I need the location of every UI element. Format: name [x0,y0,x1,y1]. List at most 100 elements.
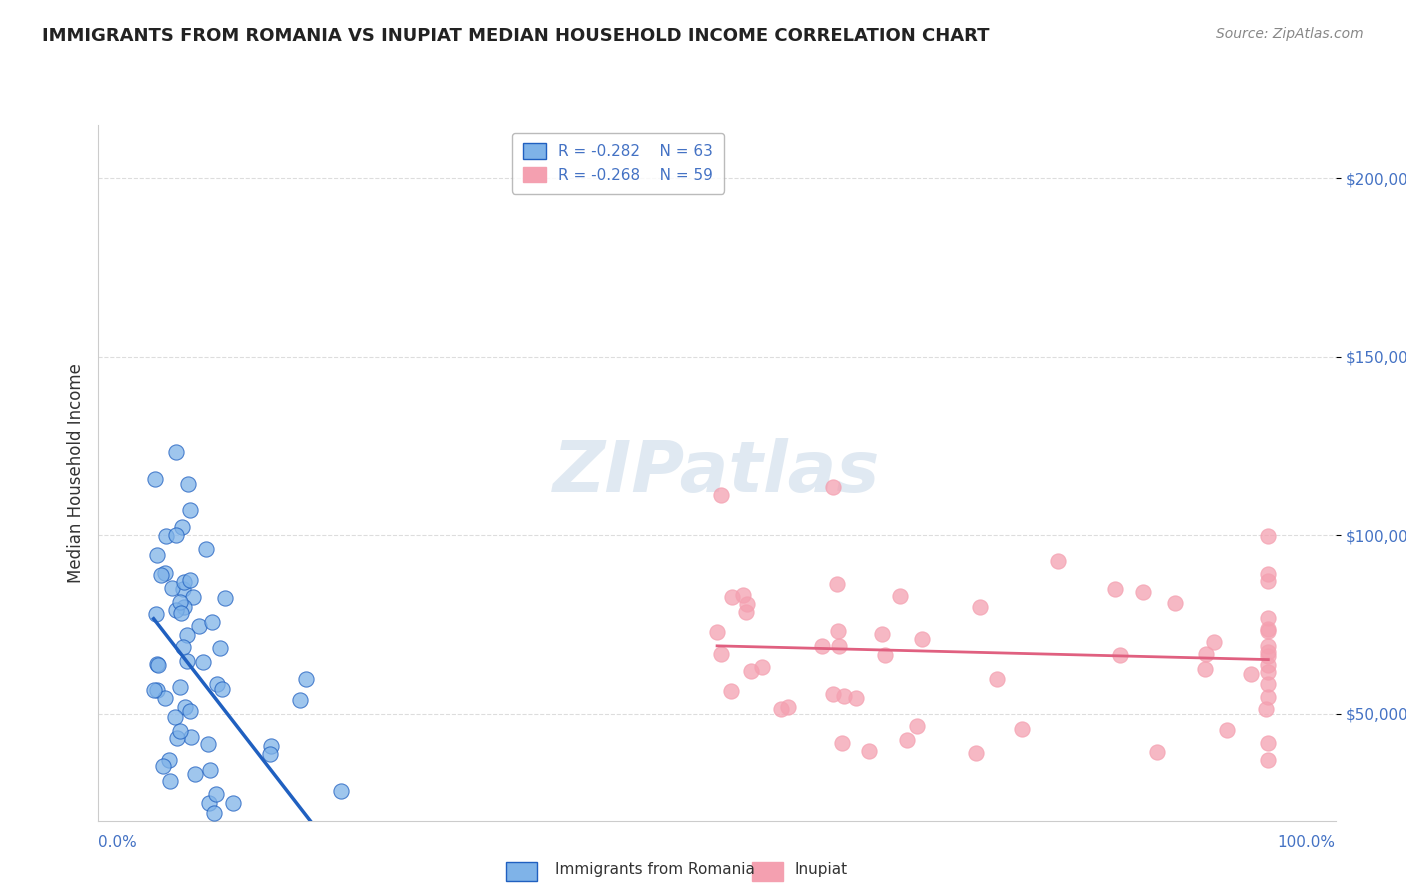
Point [166,731,188,745]
Text: Source: ZipAtlas.com: Source: ZipAtlas.com [1216,27,1364,41]
Point [165,603,187,617]
Point [731,588,754,602]
Point [290,692,312,706]
Point [204,788,226,802]
Text: ZIPatlas: ZIPatlas [554,438,880,508]
Point [176,477,198,491]
Point [214,591,236,605]
Point [1257,753,1279,767]
Point [179,573,201,587]
Point [143,471,166,485]
Point [173,600,195,615]
Point [1132,585,1154,599]
Point [155,529,177,543]
Text: 100.0%: 100.0% [1278,836,1336,850]
Point [1195,648,1218,662]
Point [823,687,845,701]
Point [159,774,181,789]
Point [146,657,169,671]
Point [1257,529,1279,543]
Point [735,606,758,620]
Point [1240,667,1263,681]
Point [740,664,762,678]
Point [181,590,204,604]
Text: IMMIGRANTS FROM ROMANIA VS INUPIAT MEDIAN HOUSEHOLD INCOME CORRELATION CHART: IMMIGRANTS FROM ROMANIA VS INUPIAT MEDIA… [42,27,990,45]
Point [1046,554,1069,568]
Point [1146,745,1168,759]
Point [832,690,855,704]
Point [889,589,911,603]
Point [165,445,187,459]
Point [155,566,177,580]
Point [710,488,733,502]
Point [149,567,172,582]
Point [1257,574,1279,588]
Point [1254,702,1277,716]
Point [187,619,209,633]
Point [173,575,195,590]
Point [706,625,728,640]
Point [720,684,742,698]
Point [148,658,170,673]
Point [1216,723,1239,737]
Point [1257,658,1279,673]
Point [163,710,186,724]
Point [1104,582,1126,597]
Point [845,690,868,705]
Point [179,503,201,517]
Point [1257,690,1279,704]
Point [828,640,851,654]
Point [1202,635,1225,649]
Point [172,640,194,654]
Y-axis label: Median Household Income: Median Household Income [66,363,84,582]
Point [986,672,1008,686]
Point [191,655,214,669]
Point [197,737,219,751]
Point [165,528,187,542]
Point [146,682,169,697]
Point [1257,624,1279,638]
Point [769,702,792,716]
Point [1257,567,1279,582]
Point [1194,662,1216,676]
Point [721,590,744,604]
Point [295,672,318,686]
Point [170,606,193,620]
Point [1257,665,1279,679]
Point [153,691,176,706]
Point [1257,649,1279,664]
Point [1257,677,1279,691]
Point [896,733,918,747]
Point [811,639,834,653]
Point [222,796,245,810]
Point [827,624,849,638]
Point [1257,639,1279,653]
Point [184,767,207,781]
Point [825,577,848,591]
Point [217,845,239,859]
Point [195,541,218,556]
Point [146,548,169,562]
Point [776,699,799,714]
Point [169,724,191,739]
Point [174,699,197,714]
Point [145,607,167,622]
Point [198,796,221,810]
Legend: R = -0.282    N = 63, R = -0.268    N = 59: R = -0.282 N = 63, R = -0.268 N = 59 [512,133,724,194]
Point [169,680,191,694]
Point [179,704,201,718]
Point [260,739,283,753]
Point [1108,648,1130,662]
Point [751,660,773,674]
Point [910,632,932,646]
Point [180,730,202,744]
Point [1257,622,1279,636]
Point [211,681,233,696]
Point [232,825,254,839]
Point [870,627,893,641]
Point [875,648,897,662]
Point [176,628,198,642]
Point [329,784,352,798]
Point [1011,723,1033,737]
Point [969,599,991,614]
